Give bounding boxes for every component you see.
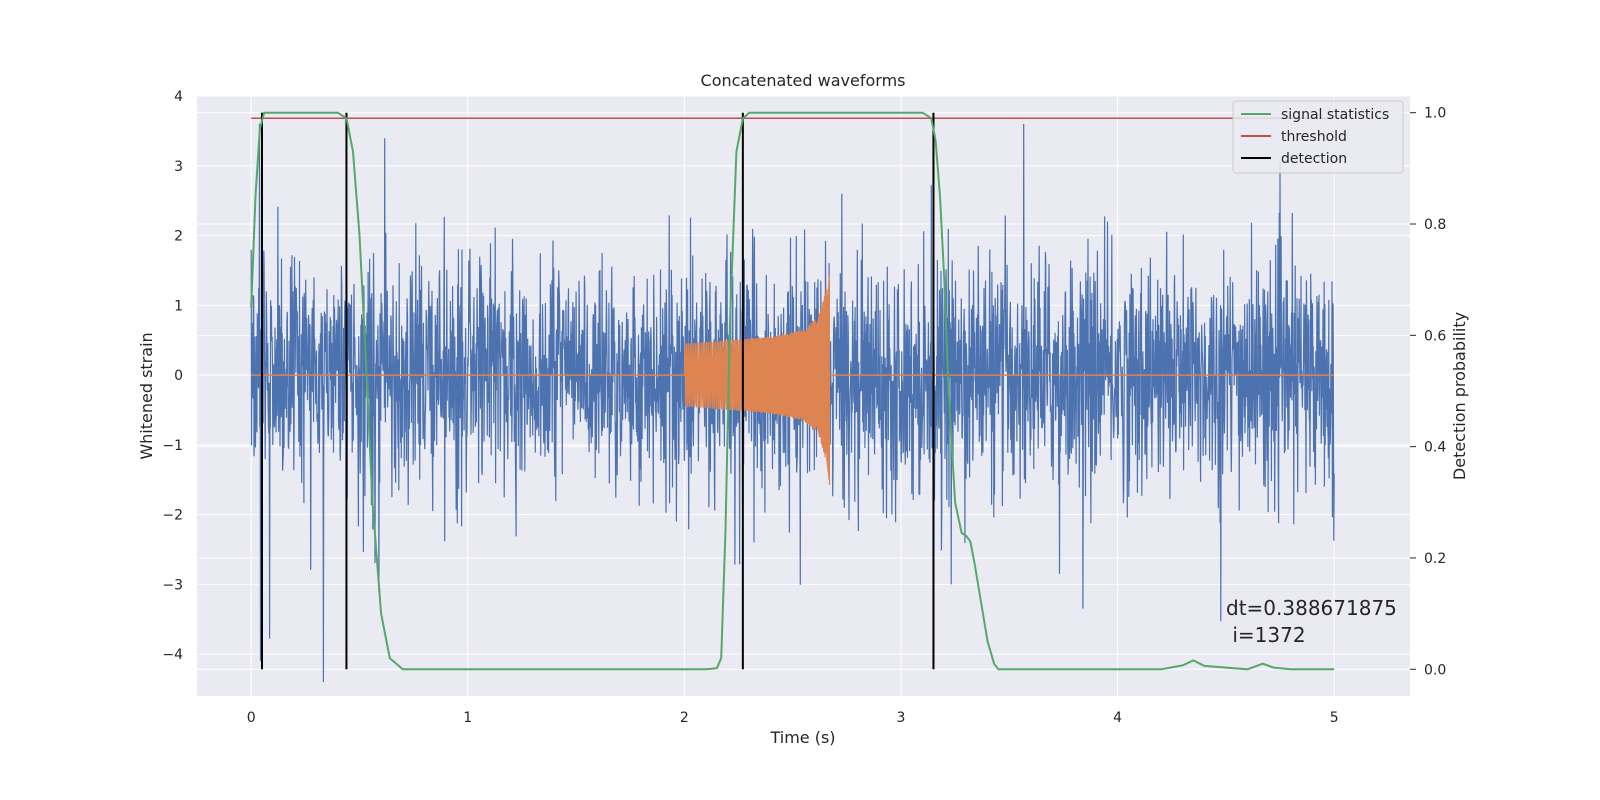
legend-label-threshold: threshold [1281, 129, 1347, 145]
strain-line [250, 123, 1335, 683]
y2-tick-label: 0.8 [1424, 217, 1446, 233]
y-tick-label: −4 [162, 647, 183, 663]
x-tick-label: 4 [1113, 710, 1122, 726]
tick-labels: 0 1 2 3 4 5 −4 −3 −2 −1 0 1 2 3 4 0.0 0.2 0.4 0.6 0.8 1.0 [162, 89, 1446, 726]
y2-axis-title: Detection probability [1450, 312, 1469, 480]
y-tick-label: 1 [174, 298, 183, 314]
legend-label-detection: detection [1281, 151, 1347, 167]
legend-label-signal-statistics: signal statistics [1281, 107, 1389, 123]
x-tick-label: 3 [897, 710, 906, 726]
annotation-i: i=1372 [1226, 623, 1306, 647]
y2-tick-label: 0.6 [1424, 328, 1446, 344]
y2-tick-label: 1.0 [1424, 106, 1446, 122]
y-tick-label: 4 [174, 89, 183, 105]
injected-chirp-line [683, 275, 831, 486]
x-tick-label: 1 [463, 710, 472, 726]
strain-series [250, 123, 1335, 683]
y-tick-label: 0 [174, 368, 183, 384]
y-tick-label: 2 [174, 229, 183, 245]
y-tick-label: −3 [162, 577, 183, 593]
x-tick-label: 0 [247, 710, 256, 726]
x-tick-label: 5 [1330, 710, 1339, 726]
y-tick-label: −2 [162, 508, 183, 524]
x-axis-title: Time (s) [769, 728, 835, 747]
y-axis-title: Whitened strain [137, 332, 156, 459]
legend-box [1232, 100, 1404, 174]
y-tick-label: 3 [174, 159, 183, 175]
y2-tick-label: 0.0 [1424, 662, 1446, 678]
annotation-dt: dt=0.388671875 [1226, 596, 1397, 620]
probability-layer [250, 111, 1335, 671]
x-tick-label: 2 [680, 710, 689, 726]
chart-title: Concatenated waveforms [701, 71, 906, 90]
y2-tick-label: 0.2 [1424, 551, 1446, 567]
y2-tick-label: 0.4 [1424, 440, 1446, 456]
y-tick-label: −1 [162, 438, 183, 454]
legend: signal statistics threshold detection [1232, 100, 1404, 174]
injected-waveform-series [251, 275, 1335, 486]
signal-statistics-line [250, 111, 1335, 671]
